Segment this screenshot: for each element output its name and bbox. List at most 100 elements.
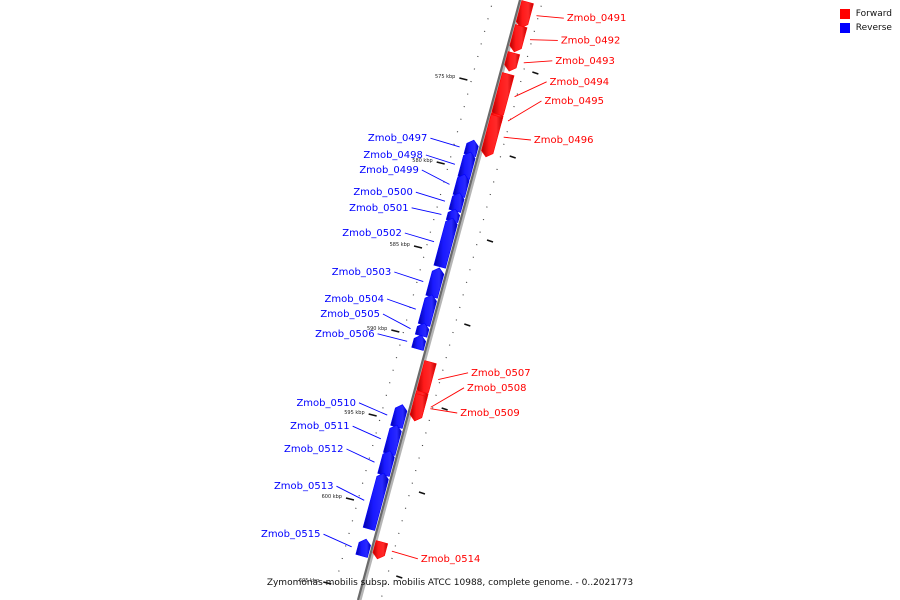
label-Zmob_0493[interactable]: Zmob_0493 [555,56,615,67]
gene-Zmob_0493[interactable] [504,51,521,72]
label-Zmob_0514[interactable]: Zmob_0514 [421,554,481,565]
label-Zmob_0500[interactable]: Zmob_0500 [353,187,413,198]
genome-backbone [332,0,542,600]
leader-Zmob_0497 [430,137,460,148]
label-Zmob_0503[interactable]: Zmob_0503 [332,267,392,278]
tick-label: 580 kbp [412,158,432,164]
gene-Zmob_0509[interactable] [409,393,428,422]
gene-Zmob_0502[interactable] [433,217,458,269]
gene-Zmob_0513[interactable] [362,472,389,531]
leader-Zmob_0498 [425,154,456,165]
gene-Zmob_0506[interactable] [411,334,427,351]
gene-Zmob_0500[interactable] [448,192,465,213]
gene-Zmob_0503[interactable] [425,267,445,299]
label-Zmob_0512[interactable]: Zmob_0512 [284,444,344,455]
backbone-shadow [357,0,524,600]
gene-Zmob_0514[interactable] [372,540,389,560]
leader-Zmob_0496 [503,136,531,141]
label-Zmob_0505[interactable]: Zmob_0505 [320,309,380,320]
label-Zmob_0509[interactable]: Zmob_0509 [460,408,520,419]
label-Zmob_0515[interactable]: Zmob_0515 [261,529,321,540]
leader-Zmob_0503 [394,271,424,283]
label-Zmob_0511[interactable]: Zmob_0511 [290,421,350,432]
gene-labels: Zmob_0491 Zmob_0492 Zmob_0493 Zmob_0494 Zmob… [261,13,626,565]
tick-label: 585 kbp [390,242,410,248]
label-Zmob_0497[interactable]: Zmob_0497 [368,133,428,144]
label-Zmob_0496[interactable]: Zmob_0496 [534,135,594,146]
gene-features [355,0,534,560]
leader-Zmob_0512 [346,448,375,463]
tick-mark [413,245,423,249]
label-Zmob_0492[interactable]: Zmob_0492 [561,35,621,46]
leader-Zmob_0514 [391,550,418,560]
gene-Zmob_0515[interactable] [355,538,371,558]
tick-mark-right [532,71,539,75]
leader-Zmob_0500 [415,191,446,202]
leader-Zmob_0508 [430,387,465,408]
leader-Zmob_0501 [411,207,442,215]
gene-Zmob_0498[interactable] [457,151,476,180]
gene-Zmob_0497[interactable] [463,139,479,158]
leader-Zmob_0507 [438,372,469,381]
label-Zmob_0494[interactable]: Zmob_0494 [550,77,610,88]
leader-Zmob_0493 [523,60,553,64]
gene-Zmob_0496[interactable] [481,114,504,158]
genome-caption: Zymomonas mobilis subsp. mobilis ATCC 10… [266,578,634,588]
label-Zmob_0504[interactable]: Zmob_0504 [324,294,384,305]
tick-label: 600 kbp [322,494,342,500]
leader-Zmob_0510 [358,402,388,416]
leader-Zmob_0509 [430,408,458,414]
tick-mark [459,77,468,81]
gene-Zmob_0504[interactable] [417,294,437,327]
legend: Forward Reverse [839,9,892,37]
label-Zmob_0506[interactable]: Zmob_0506 [315,329,375,340]
tick-mark-right [441,407,448,411]
label-Zmob_0507[interactable]: Zmob_0507 [471,368,531,379]
gene-Zmob_0505[interactable] [414,322,430,338]
label-Zmob_0491[interactable]: Zmob_0491 [567,13,627,24]
gene-Zmob_0511[interactable] [382,424,402,456]
legend-reverse-swatch [839,23,850,33]
legend-forward-label: Forward [855,9,892,19]
label-Zmob_0501[interactable]: Zmob_0501 [349,203,409,214]
leader-Zmob_0515 [323,533,352,548]
legend-forward: Forward [839,9,892,19]
gene-Zmob_0491[interactable] [515,0,534,29]
label-Zmob_0495[interactable]: Zmob_0495 [544,96,604,107]
scale-ticks: 575 kbp 580 kbp 585 kbp 590 kbp 595 kbp 600 k… [299,71,539,585]
tick-label: 595 kbp [344,410,364,416]
leader-Zmob_0504 [386,298,416,310]
leader-Zmob_0506 [377,333,408,342]
leader-Zmob_0513 [336,485,365,501]
leader-Zmob_0494 [514,81,547,98]
leader-Zmob_0491 [536,15,564,19]
label-Zmob_0499[interactable]: Zmob_0499 [359,165,419,176]
leader-Zmob_0499 [421,169,450,185]
label-Zmob_0513[interactable]: Zmob_0513 [274,481,334,492]
gene-Zmob_0512[interactable] [377,450,395,477]
label-Zmob_0498[interactable]: Zmob_0498 [363,150,423,161]
legend-forward-swatch [839,9,850,19]
leader-Zmob_0511 [352,425,381,440]
gene-Zmob_0499[interactable] [452,173,470,198]
legend-reverse: Reverse [839,23,892,33]
leader-Zmob_0495 [507,100,542,122]
label-Zmob_0502[interactable]: Zmob_0502 [342,228,402,239]
tick-label: 605 kbp [299,578,319,584]
leader-Zmob_0492 [529,39,558,41]
tick-mark-right [486,239,494,243]
tick-mark-right [396,575,403,579]
gene-Zmob_0510[interactable] [390,404,408,429]
gene-Zmob_0507[interactable] [416,360,437,397]
tick-label: 590 kbp [367,326,387,332]
tick-mark [391,329,400,333]
legend-reverse-label: Reverse [855,23,892,33]
label-Zmob_0510[interactable]: Zmob_0510 [296,398,356,409]
gene-Zmob_0492[interactable] [509,24,528,53]
tick-mark [323,581,332,585]
label-Zmob_0508[interactable]: Zmob_0508 [467,383,527,394]
tick-mark-right [418,491,426,495]
leader-Zmob_0505 [382,313,411,330]
backbone-line [356,0,522,600]
